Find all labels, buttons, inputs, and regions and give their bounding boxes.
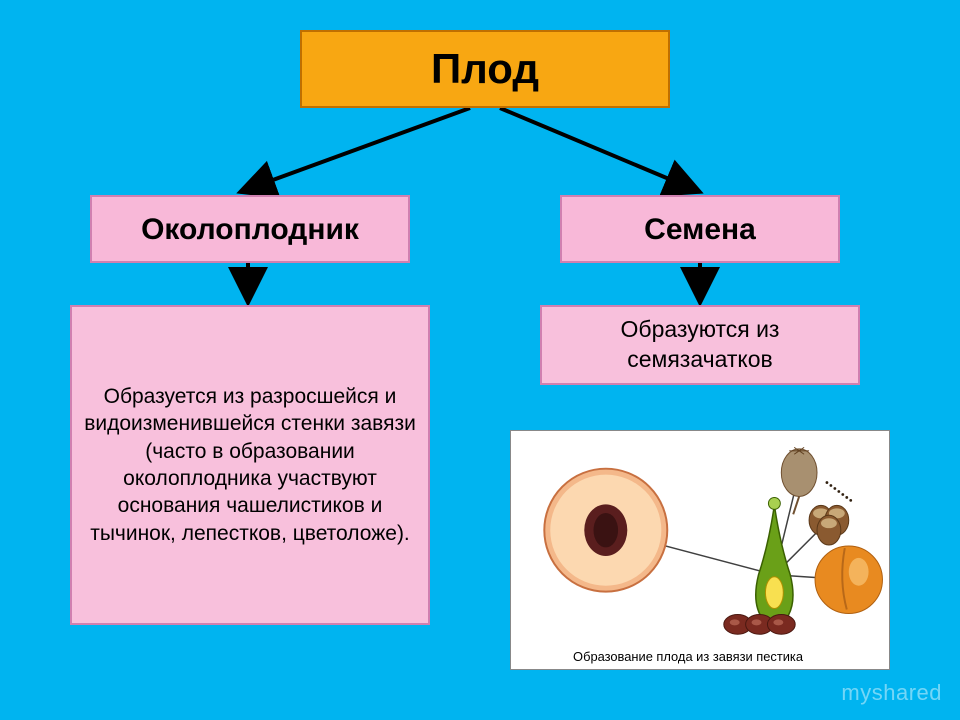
branch-left-head: Околоплодник — [90, 195, 410, 263]
watermark: myshared — [841, 680, 942, 706]
illustration-svg: Образование плода из завязи пестика — [511, 431, 889, 669]
branch-left-body: Образуется из разросшейся и видоизменивш… — [70, 305, 430, 625]
fruit-formation-illustration: Образование плода из завязи пестика — [510, 430, 890, 670]
branch-right-body-text: Образуются из семязачатков — [548, 315, 852, 375]
branch-right-head: Семена — [560, 195, 840, 263]
branch-left-label: Околоплодник — [141, 210, 359, 249]
root-label: Плод — [431, 42, 539, 97]
branch-right-label: Семена — [644, 210, 756, 249]
watermark-text: myshared — [841, 680, 942, 705]
branch-left-body-text: Образуется из разросшейся и видоизменивш… — [78, 383, 422, 547]
svg-text:Образование плода из завязи пе: Образование плода из завязи пестика — [573, 649, 804, 664]
root-node: Плод — [300, 30, 670, 108]
branch-right-body: Образуются из семязачатков — [540, 305, 860, 385]
